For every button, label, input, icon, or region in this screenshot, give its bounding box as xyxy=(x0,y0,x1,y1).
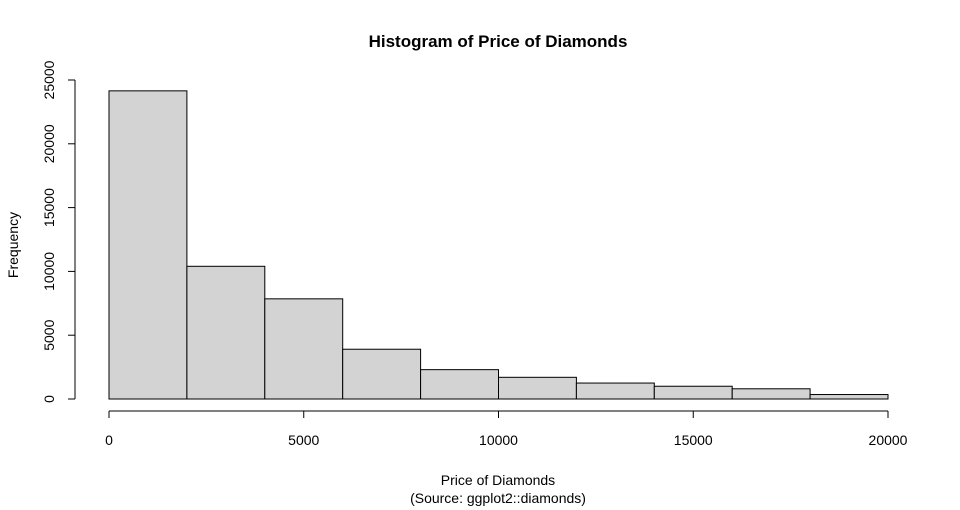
y-tick-label-0: 0 xyxy=(41,395,57,403)
histogram-bar-6 xyxy=(498,376,577,400)
x-tick-label-0: 0 xyxy=(105,432,113,448)
y-axis: 0 5000 10000 15000 20000 25000 xyxy=(41,60,76,403)
histogram-bar-8 xyxy=(653,385,733,400)
histogram-bar-10 xyxy=(809,394,889,400)
histogram-bar-7 xyxy=(575,382,655,400)
x-tick-label-1: 5000 xyxy=(288,432,319,448)
x-tick-label-2: 10000 xyxy=(479,432,518,448)
y-tick-label-5: 25000 xyxy=(41,60,57,99)
y-axis-label: Frequency xyxy=(5,212,21,278)
bars-group xyxy=(108,90,889,400)
y-tick-label-3: 15000 xyxy=(41,188,57,227)
histogram-bar-1 xyxy=(108,90,188,400)
histogram-bar-4 xyxy=(342,348,422,400)
histogram-bar-2 xyxy=(186,265,266,400)
x-axis-label: Price of Diamonds xyxy=(441,472,555,488)
y-tick-label-2: 10000 xyxy=(41,252,57,291)
y-tick-label-1: 5000 xyxy=(41,319,57,350)
chart-title: Histogram of Price of Diamonds xyxy=(369,32,628,51)
histogram-bar-3 xyxy=(264,298,344,400)
x-tick-label-4: 20000 xyxy=(869,432,908,448)
histogram-bar-9 xyxy=(731,388,811,400)
x-tick-label-3: 15000 xyxy=(674,432,713,448)
x-axis: 0 5000 10000 15000 20000 xyxy=(105,410,908,448)
x-axis-sublabel: (Source: ggplot2::diamonds) xyxy=(410,490,586,506)
y-tick-label-4: 20000 xyxy=(41,124,57,163)
histogram-bar-5 xyxy=(420,369,500,400)
